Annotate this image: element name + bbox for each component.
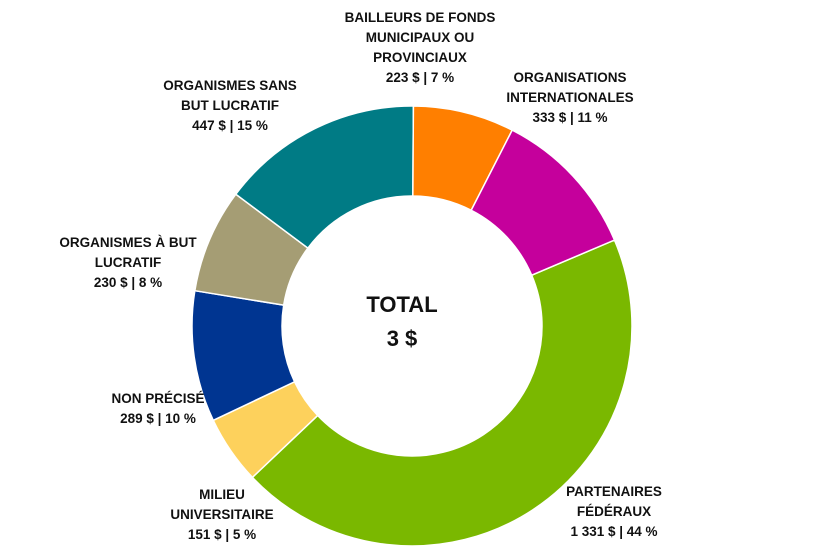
slice-label-1-line-1: UNIVERSITAIRE — [170, 507, 274, 522]
slice-label-6-line-0: ORGANISATIONS — [513, 70, 627, 85]
slice-label-4-line-1: BUT LUCRATIF — [181, 98, 279, 113]
slice-label-5-line-0: BAILLEURS DE FONDS — [344, 10, 496, 25]
slice-label-4: ORGANISMES SANS BUT LUCRATIF 447 $ | 15 % — [145, 76, 315, 136]
slice-label-0: PARTENAIRES FÉDÉRAUX 1 331 $ | 44 % — [529, 482, 699, 542]
center-total-title: TOTAL — [366, 292, 438, 317]
slice-label-6-line-1: INTERNATIONALES — [506, 90, 634, 105]
slice-value-4: 447 $ | 15 % — [192, 118, 268, 133]
slice-value-6: 333 $ | 11 % — [532, 110, 608, 125]
slice-label-1: MILIEU UNIVERSITAIRE 151 $ | 5 % — [147, 485, 297, 545]
slice-label-4-line-0: ORGANISMES SANS — [163, 78, 297, 93]
slice-value-5: 223 $ | 7 % — [385, 70, 455, 85]
slice-label-0-line-1: FÉDÉRAUX — [576, 504, 652, 519]
slice-label-3-line-1: LUCRATIF — [94, 255, 162, 270]
slice-label-5-line-1: MUNICIPAUX OU — [365, 30, 475, 45]
slice-label-2-line-0: NON PRÉCISÉ — [111, 391, 205, 406]
slice-label-5-line-2: PROVINCIAUX — [373, 50, 467, 65]
donut-slice-6 — [470, 129, 616, 277]
slice-value-2: 289 $ | 10 % — [120, 411, 196, 426]
slice-label-0-line-0: PARTENAIRES — [566, 484, 662, 499]
center-total-value: 3 $ — [386, 326, 418, 351]
donut-slice-0 — [251, 239, 633, 547]
slice-value-1: 151 $ | 5 % — [187, 527, 257, 542]
slice-label-1-line-0: MILIEU — [199, 487, 245, 502]
slice-label-5: BAILLEURS DE FONDS MUNICIPAUX OU PROVINCIA… — [325, 8, 515, 88]
slice-label-2: NON PRÉCISÉ 289 $ | 10 % — [78, 389, 238, 429]
slice-label-3-line-0: ORGANISMES À BUT — [59, 235, 197, 250]
slice-value-0: 1 331 $ | 44 % — [570, 524, 658, 539]
slice-value-3: 230 $ | 8 % — [93, 275, 163, 290]
slice-label-6: ORGANISATIONS INTERNATIONALES 333 $ | 11 % — [485, 68, 655, 128]
slice-label-3: ORGANISMES À BUT LUCRATIF 230 $ | 8 % — [38, 233, 218, 293]
